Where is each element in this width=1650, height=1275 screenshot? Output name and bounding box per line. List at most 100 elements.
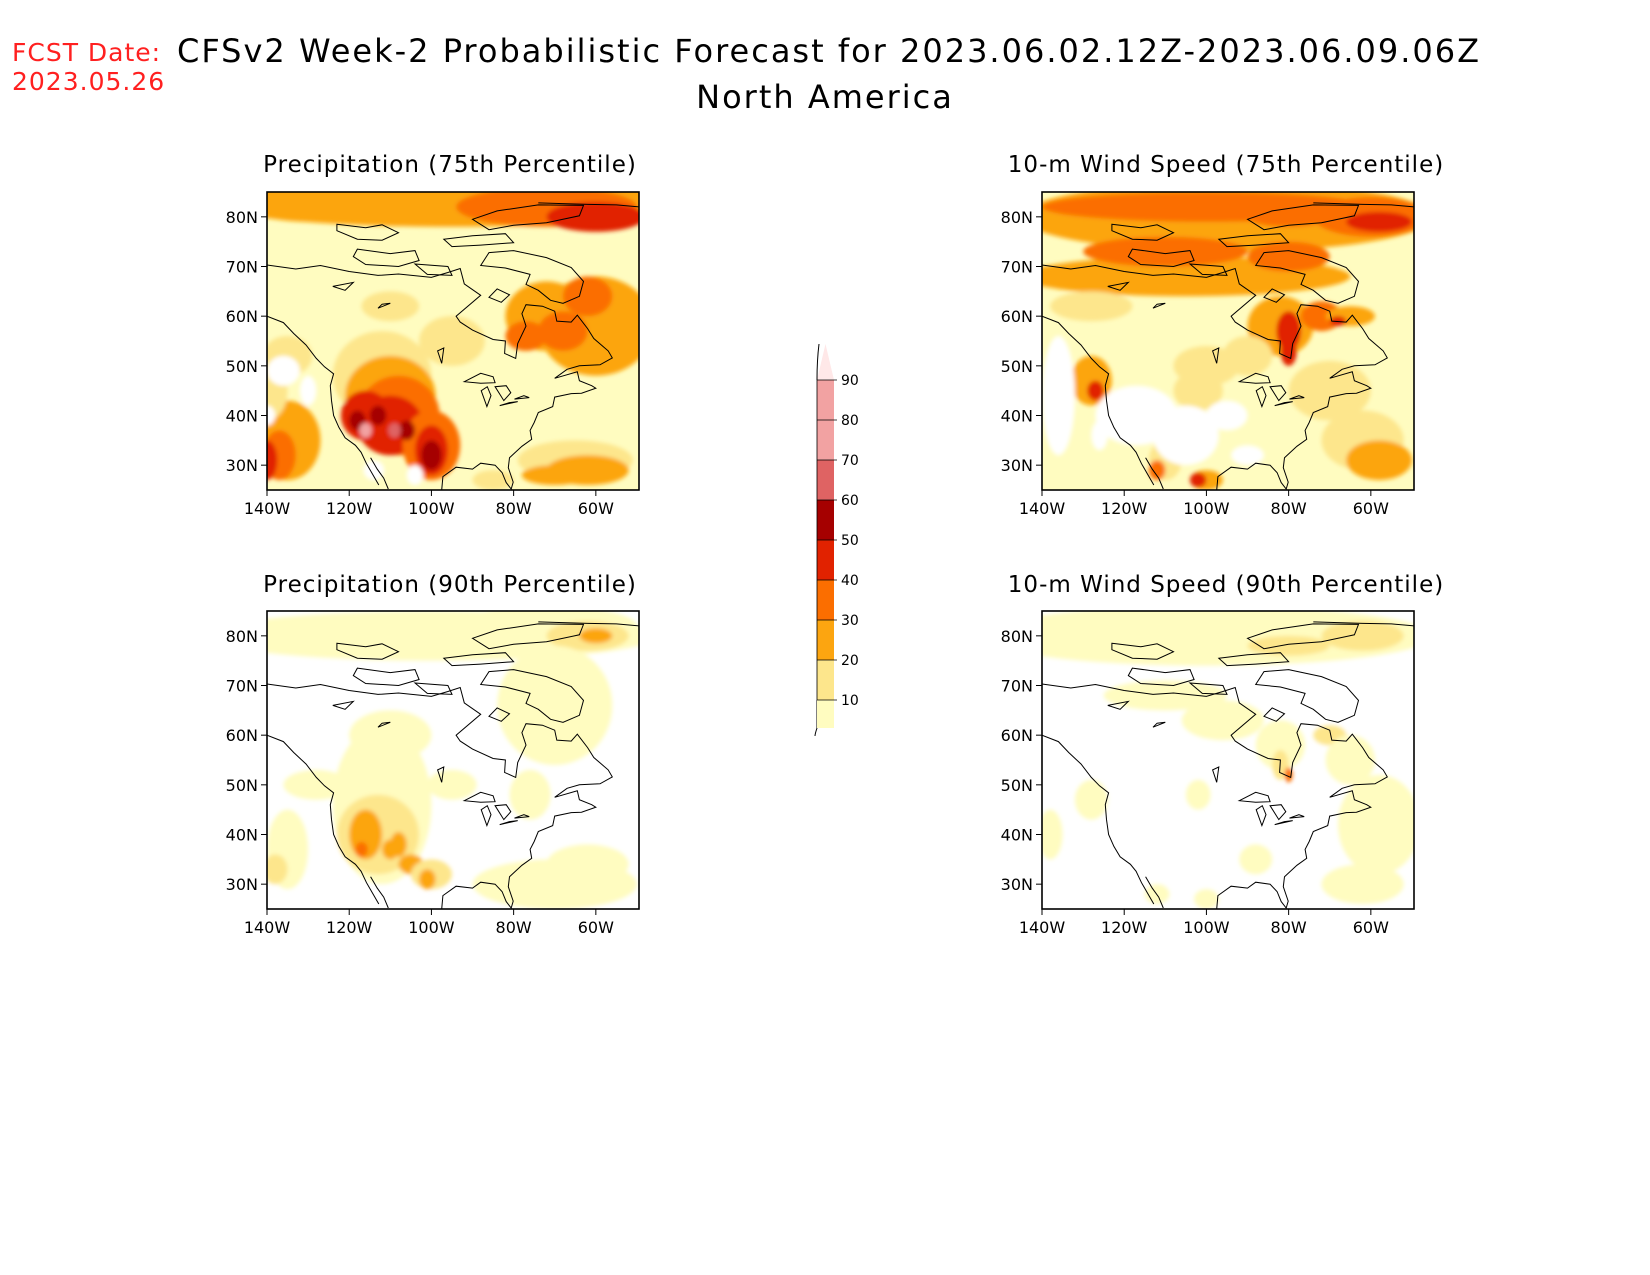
island-outline <box>1188 263 1228 276</box>
forecast-date-value: 2023.05.26 <box>12 67 166 96</box>
probability-colorbar: 10 20 30 40 50 60 70 80 90 <box>814 343 859 737</box>
lon-label: 100W <box>1183 499 1230 518</box>
lake-outline <box>1211 347 1220 364</box>
probability-region <box>355 841 368 857</box>
lat-label: 50N <box>226 357 258 376</box>
lat-label: 30N <box>1001 875 1033 894</box>
colorbar-label: 10 <box>841 693 859 709</box>
lake-outline <box>377 721 391 728</box>
probability-region <box>1239 844 1273 875</box>
probability-region <box>1148 460 1166 481</box>
lat-label: 80N <box>226 627 258 646</box>
lon-label: 80W <box>1271 499 1307 518</box>
below-threshold-region <box>1206 400 1248 431</box>
lat-label: 80N <box>1001 627 1033 646</box>
lon-label: 140W <box>1019 918 1066 937</box>
greenland-coastline <box>1313 621 1414 627</box>
island-outline <box>1217 233 1290 248</box>
island-outline <box>1188 682 1228 695</box>
probability-region <box>505 321 547 351</box>
island-outline <box>488 288 511 303</box>
forecast-date-block: FCST Date: 2023.05.26 <box>12 38 165 96</box>
probability-region <box>427 769 477 800</box>
island-outline <box>479 250 585 304</box>
map-frame <box>1041 191 1415 491</box>
lon-label: 100W <box>408 918 455 937</box>
colorbar-lower-cap-fill <box>817 700 834 728</box>
lake-outline <box>480 804 492 828</box>
lat-label: 50N <box>1001 776 1033 795</box>
probability-region <box>1346 211 1412 232</box>
lat-label: 30N <box>226 875 258 894</box>
lake-outline <box>332 700 355 710</box>
colorbar-segment <box>817 580 834 620</box>
lat-label: 30N <box>1001 456 1033 475</box>
probability-region <box>267 192 366 222</box>
lon-label: 140W <box>244 499 291 518</box>
panel-title-wind-90: 10-m Wind Speed (90th Percentile) <box>1007 572 1445 598</box>
lake-outline <box>462 372 496 384</box>
lake-outline <box>1274 820 1293 826</box>
precipitation-75th-map: 80N 70N 60N 50N 40N 30N 140W 120W 100W 80W 60W <box>226 191 640 518</box>
main-title: CFSv2 Week-2 Probabilistic Forecast for … <box>176 32 1482 70</box>
colorbar-upper-cap <box>817 344 834 380</box>
lake-outline <box>436 347 445 364</box>
probability-region <box>419 316 485 366</box>
lake-outline <box>1107 281 1130 291</box>
probability-region <box>562 276 613 317</box>
shaded-field <box>1042 611 1414 909</box>
lake-outline <box>1237 372 1271 384</box>
colorbar-segment <box>817 380 834 420</box>
probability-region <box>1247 206 1330 227</box>
probability-region <box>369 405 387 426</box>
wind-speed-75th-map: 80N 70N 60N 50N 40N 30N 140W 120W 100W 80W 60W <box>1001 191 1415 518</box>
probability-region <box>1288 360 1371 421</box>
lake-outline <box>1211 766 1220 783</box>
island-outline <box>336 223 400 241</box>
colorbar-segment <box>817 660 834 700</box>
island-outline <box>1246 204 1360 231</box>
island-outline <box>352 667 420 687</box>
lat-label: 80N <box>1001 208 1033 227</box>
forecast-date-label: FCST Date: <box>12 38 162 67</box>
lake-outline <box>499 820 518 826</box>
probability-region <box>1185 779 1211 810</box>
island-outline <box>1127 667 1195 687</box>
lon-label: 60W <box>578 499 614 518</box>
probability-region <box>419 869 436 890</box>
below-threshold-region <box>1152 405 1219 466</box>
island-outline <box>1111 642 1175 660</box>
colorbar-label: 70 <box>841 453 859 469</box>
lat-label: 40N <box>1001 826 1033 845</box>
lake-outline <box>514 814 530 819</box>
greenland-coastline <box>538 202 639 208</box>
probability-region <box>1173 370 1223 411</box>
lon-label: 100W <box>1183 918 1230 937</box>
island-outline <box>336 642 400 660</box>
below-threshold-region <box>267 405 276 426</box>
colorbar-lower-cap <box>814 700 818 737</box>
baja-coastline <box>370 876 389 909</box>
probability-region <box>283 769 350 800</box>
probability-region <box>546 201 639 232</box>
lat-label: 40N <box>1001 407 1033 426</box>
lat-label: 80N <box>226 208 258 227</box>
island-outline <box>1263 288 1286 303</box>
probability-region <box>382 839 399 860</box>
probability-region <box>1181 700 1264 741</box>
panel-title-precip-90: Precipitation (90th Percentile) <box>263 572 637 598</box>
lon-label: 100W <box>408 499 455 518</box>
probability-region <box>1276 311 1301 351</box>
contour-shading <box>1042 192 1414 490</box>
lon-label: 140W <box>1019 499 1066 518</box>
lake-outline <box>1237 791 1271 803</box>
probability-region <box>497 645 613 765</box>
probability-region <box>1050 291 1133 322</box>
lat-label: 50N <box>226 776 258 795</box>
island-outline <box>1254 669 1360 723</box>
below-threshold-region <box>1042 336 1075 456</box>
contour-shading <box>267 192 639 490</box>
lon-label: 120W <box>326 918 373 937</box>
below-threshold-region <box>299 375 317 406</box>
lake-outline <box>377 302 391 309</box>
